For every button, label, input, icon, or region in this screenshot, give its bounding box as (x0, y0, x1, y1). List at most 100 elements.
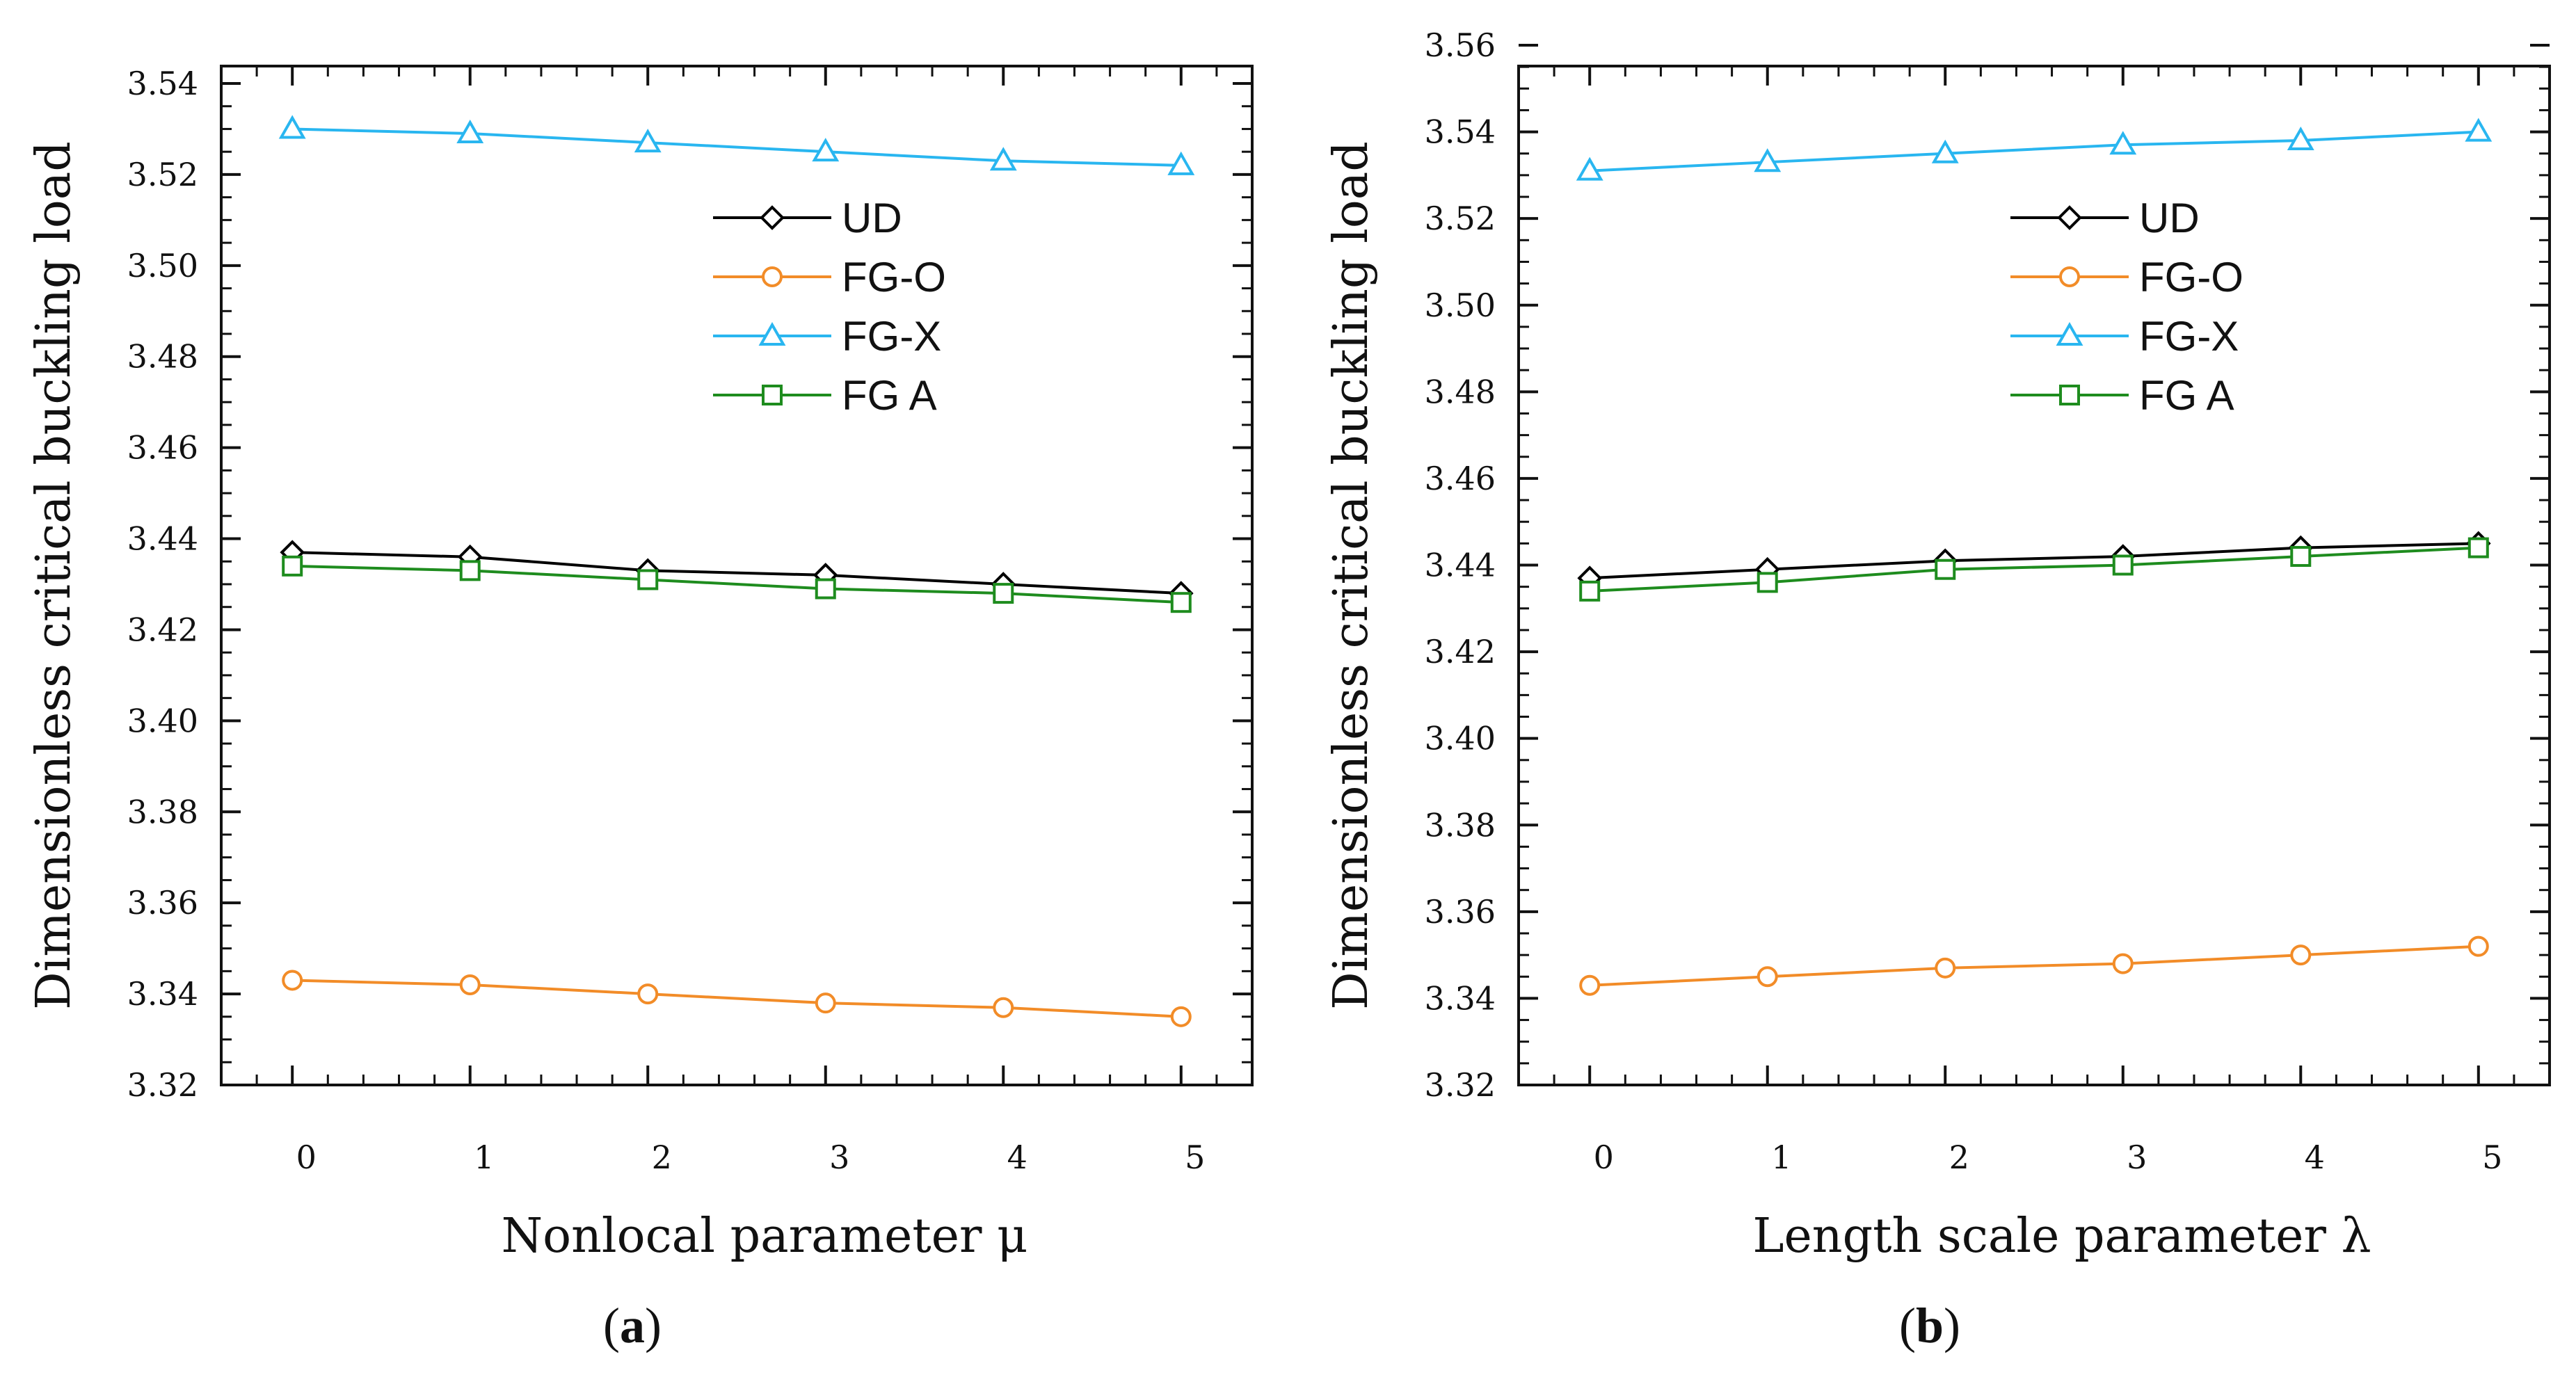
y-tick-label: 3.46 (127, 429, 198, 467)
y-tick-label: 3.52 (127, 156, 198, 193)
data-point-fg-a (2290, 546, 2312, 568)
series-line-fg-o (1590, 944, 2479, 987)
series-line-fg-a (292, 564, 1181, 604)
series-line-fg-x (1590, 130, 2479, 172)
data-point-fg-a (1935, 558, 1956, 580)
data-point-fg-a (993, 583, 1014, 604)
chart-panel-a: 3.32 3.34 3.36 3.38 3.40 3.42 3.44 3.46 3.48 3.50… (26, 65, 1254, 1353)
data-point-fg-x (1576, 156, 1603, 181)
y-tick-label: 3.36 (1425, 893, 1496, 931)
x-tick-label: 2 (652, 1139, 672, 1176)
data-point-fg-o (2112, 953, 2134, 974)
y-tick-label: 3.38 (1425, 806, 1496, 844)
legend-label: UD (2139, 195, 2200, 241)
data-point-fg-o (1170, 1006, 1192, 1027)
data-point-fg-x (456, 119, 484, 143)
legend-marker (2059, 266, 2080, 287)
y-tick-label: 3.50 (127, 247, 198, 284)
y-tick-label: 3.32 (127, 1066, 198, 1104)
data-point-fg-a (2112, 554, 2134, 576)
data-point-fg-a (282, 555, 303, 577)
y-tick-label: 3.52 (1425, 200, 1496, 237)
legend-label: FG-X (2139, 313, 2239, 360)
x-axis-label: Nonlocal parameter μ (502, 1209, 1028, 1264)
data-point-fg-a (637, 569, 659, 590)
data-point-fg-x (1754, 148, 1782, 172)
data-point-fg-x (634, 129, 662, 153)
legend-marker (2056, 321, 2083, 346)
y-tick-label: 3.46 (1425, 460, 1496, 497)
x-tick-label: 3 (829, 1139, 849, 1176)
data-point-fg-o (282, 970, 303, 991)
y-tick-label: 3.44 (1425, 547, 1496, 584)
x-tick-label: 5 (1185, 1139, 1205, 1176)
data-point-fg-a (1757, 572, 1778, 593)
y-axis-label: Dimensionless critical buckling load (1324, 141, 1379, 1010)
legend-marker (762, 385, 783, 405)
panel-label: (a) (603, 1298, 662, 1353)
x-tick-label: 4 (1007, 1139, 1027, 1176)
y-tick-label: 3.54 (127, 65, 198, 102)
x-tick-label: 2 (1949, 1139, 1969, 1176)
legend-label: FG-X (842, 313, 941, 360)
y-tick-label: 3.48 (1425, 373, 1496, 410)
data-point-fg-o (815, 992, 836, 1014)
data-point-fg-x (278, 115, 306, 139)
x-tick-label: 4 (2305, 1139, 2325, 1176)
data-point-fg-o (2467, 935, 2489, 957)
y-tick-label: 3.50 (1425, 287, 1496, 324)
data-point-fg-a (459, 560, 481, 581)
y-tick-label: 3.34 (1425, 979, 1496, 1017)
legend-marker (760, 205, 785, 230)
y-tick-label: 3.42 (1425, 633, 1496, 670)
x-tick-label: 1 (474, 1139, 494, 1176)
legend-label: FG-O (842, 254, 946, 300)
y-tick-label: 3.44 (127, 520, 198, 558)
legend-label: FG A (842, 372, 937, 419)
data-point-fg-x (1167, 151, 1195, 175)
legend-label: FG A (2139, 372, 2234, 419)
x-axis-label: Length scale parameter λ (1752, 1209, 2371, 1264)
x-tick-label: 3 (2127, 1139, 2147, 1176)
panel-label: (b) (1899, 1298, 1960, 1353)
y-tick-label: 3.48 (127, 338, 198, 376)
data-point-fg-a (1170, 592, 1192, 613)
legend-label: UD (842, 195, 902, 241)
data-point-fg-x (2109, 131, 2137, 155)
data-point-fg-o (993, 997, 1014, 1018)
y-tick-label: 3.56 (1425, 26, 1496, 64)
y-axis-label: Dimensionless critical buckling load (26, 141, 81, 1010)
y-tick-label: 3.42 (127, 611, 198, 648)
y-tick-label: 3.36 (127, 884, 198, 922)
data-point-fg-x (989, 147, 1017, 171)
series-line-fg-a (1590, 546, 2479, 593)
legend-marker (758, 321, 786, 346)
data-point-fg-o (459, 974, 481, 995)
legend-marker (2059, 385, 2080, 405)
x-tick-label: 0 (1594, 1139, 1614, 1176)
y-tick-label: 3.34 (127, 975, 198, 1013)
legend-marker (2057, 205, 2082, 230)
data-point-fg-a (2467, 537, 2489, 558)
series-line-fg-x (292, 127, 1181, 167)
y-tick-label: 3.40 (127, 702, 198, 739)
plot-frame (1517, 65, 2551, 1086)
chart-panel-b: 3.32 3.34 3.36 3.38 3.40 3.42 3.44 3.46 3.48 3.50… (1324, 26, 2551, 1353)
legend-marker (762, 266, 783, 287)
series-line-fg-o (292, 979, 1181, 1018)
legend-label: FG-O (2139, 254, 2243, 300)
data-point-fg-a (815, 578, 836, 600)
data-point-fg-o (637, 983, 659, 1005)
x-tick-label: 1 (1771, 1139, 1791, 1176)
y-tick-label: 3.40 (1425, 720, 1496, 757)
y-tick-label: 3.38 (127, 793, 198, 830)
data-point-fg-x (2465, 118, 2493, 142)
x-tick-label: 5 (2482, 1139, 2502, 1176)
x-tick-label: 0 (296, 1139, 317, 1176)
series-line-ud (1590, 542, 2479, 580)
data-point-fg-o (1757, 966, 1778, 988)
data-point-fg-a (1579, 580, 1601, 602)
data-point-fg-o (1935, 957, 1956, 979)
data-point-fg-o (2290, 944, 2312, 966)
